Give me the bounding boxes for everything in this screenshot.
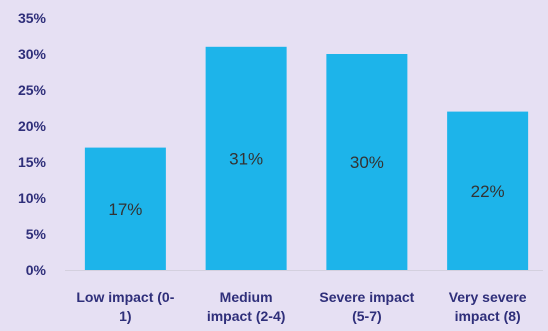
y-tick-label: 10%: [18, 190, 47, 206]
x-category-label: impact (8): [455, 308, 521, 324]
y-tick-label: 5%: [26, 226, 47, 242]
data-label: 30%: [350, 153, 384, 172]
bar: [326, 54, 408, 270]
data-label: 22%: [471, 182, 505, 201]
bar: [447, 111, 529, 270]
x-category-label: 1): [119, 308, 131, 324]
y-tick-label: 20%: [18, 118, 47, 134]
x-category-label: Low impact (0-: [76, 289, 174, 305]
bar: [84, 147, 166, 270]
y-tick-label: 30%: [18, 46, 47, 62]
y-tick-label: 15%: [18, 154, 47, 170]
y-tick-label: 35%: [18, 10, 47, 26]
x-category-label: Severe impact: [319, 289, 414, 305]
x-category-label: (5-7): [352, 308, 382, 324]
data-label: 31%: [229, 149, 263, 168]
y-tick-label: 25%: [18, 82, 47, 98]
y-tick-label: 0%: [26, 262, 47, 278]
x-category-label: Medium: [220, 289, 273, 305]
x-category-label: impact (2-4): [207, 308, 286, 324]
bar: [205, 46, 287, 270]
data-label: 17%: [108, 200, 142, 219]
x-category-label: Very severe: [449, 289, 527, 305]
